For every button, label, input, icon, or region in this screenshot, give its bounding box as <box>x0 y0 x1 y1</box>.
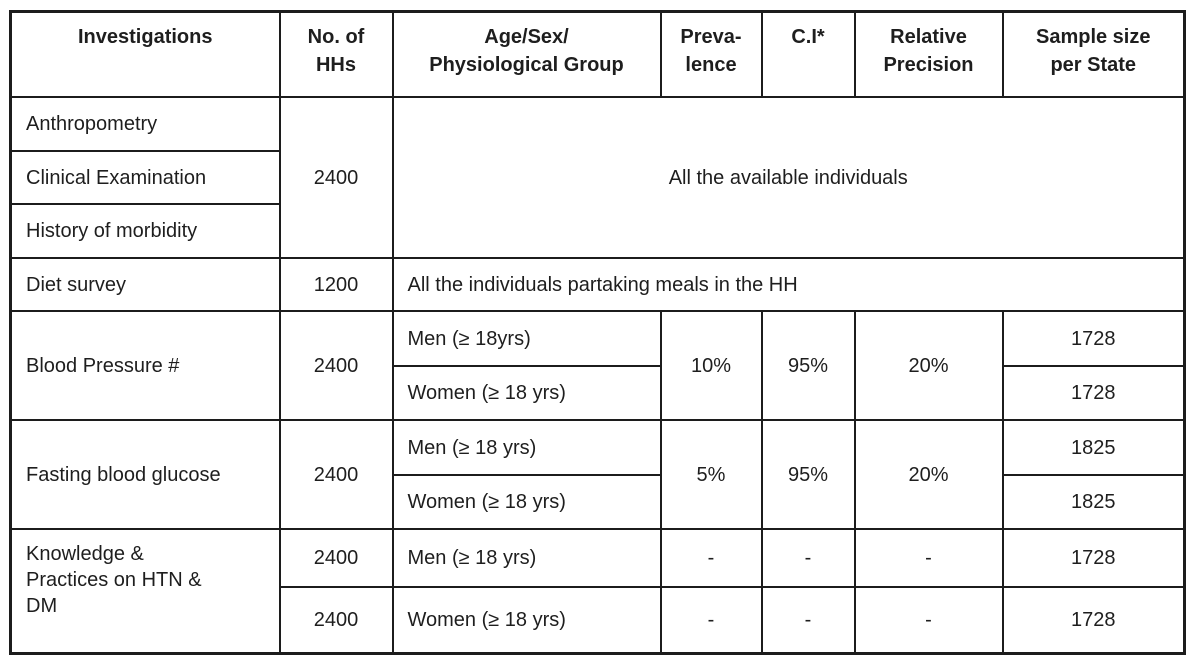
cell-clinical-examination: Clinical Examination <box>9 149 281 206</box>
cell-kp-ci-men: - <box>760 528 856 588</box>
cell-fbg-group-women: Women (≥ 18 yrs) <box>391 473 662 531</box>
cell-fbg-sample-women: 1825 <box>1001 473 1186 531</box>
document-page: Investigations No. of HHs Age/Sex/ Physi… <box>0 10 1193 665</box>
cell-fbg-relative-precision: 20% <box>853 419 1004 531</box>
cell-kp-ci-women: - <box>760 585 856 655</box>
cell-fbg-group-men: Men (≥ 18 yrs) <box>391 419 662 476</box>
row-fasting-glucose-women: Women (≥ 18 yrs) 1825 <box>11 473 1186 531</box>
cell-blood-pressure: Blood Pressure # <box>9 310 281 422</box>
row-knowledge-practices-men: Knowledge & Practices on HTN & DM 2400 M… <box>9 528 1186 655</box>
cell-kp-sample-women: 1728 <box>1001 585 1186 655</box>
cell-kp-group-men: Men (≥ 18 yrs) <box>391 528 662 588</box>
header-prevalence: Preva- lence <box>659 10 763 99</box>
cell-bp-group-men: Men (≥ 18yrs) <box>391 310 662 367</box>
row-fasting-glucose-men: Fasting blood glucose 2400 Men (≥ 18 yrs… <box>9 419 1186 531</box>
header-relative-precision: Relative Precision <box>853 10 1004 99</box>
cell-kp-hhs-women: 2400 <box>278 585 394 655</box>
cell-bp-sample-men: 1728 <box>1001 310 1186 367</box>
header-age-sex-group: Age/Sex/ Physiological Group <box>391 10 662 99</box>
cell-diet-survey: Diet survey <box>9 256 281 313</box>
row-blood-pressure-women: Women (≥ 18 yrs) 1728 <box>11 364 1186 422</box>
cell-kp-sample-men: 1728 <box>1001 528 1186 588</box>
row-diet-survey: Diet survey 1200 All the individuals par… <box>9 256 1186 313</box>
cell-bp-sample-women: 1728 <box>1001 364 1186 422</box>
cell-knowledge-practices: Knowledge & Practices on HTN & DM <box>9 528 281 655</box>
row-anthropometry: Anthropometry 2400 All the available ind… <box>9 96 1186 259</box>
cell-bp-hhs: 2400 <box>278 310 394 422</box>
cell-kp-group-women: Women (≥ 18 yrs) <box>391 585 662 655</box>
cell-fbg-hhs: 2400 <box>278 419 394 531</box>
cell-kp-prevalence-women: - <box>659 585 763 655</box>
cell-anthropometry: Anthropometry <box>9 96 281 152</box>
row-knowledge-practices-women: 2400 Women (≥ 18 yrs) - - - 1728 <box>11 585 1186 655</box>
cell-bp-prevalence: 10% <box>659 310 763 422</box>
cell-fbg-ci: 95% <box>760 419 856 531</box>
header-row: Investigations No. of HHs Age/Sex/ Physi… <box>9 10 1186 99</box>
cell-kp-relative-precision-men: - <box>853 528 1004 588</box>
row-history-of-morbidity: History of morbidity <box>9 203 1185 259</box>
header-investigations: Investigations <box>9 10 281 99</box>
header-no-of-hhs: No. of HHs <box>278 10 394 99</box>
cell-bp-group-women: Women (≥ 18 yrs) <box>391 364 662 422</box>
cell-fbg-prevalence: 5% <box>659 419 763 531</box>
cell-history-of-morbidity: History of morbidity <box>9 203 281 259</box>
cell-fasting-glucose: Fasting blood glucose <box>9 419 281 531</box>
cell-diet-note: All the individuals partaking meals in t… <box>391 256 1186 313</box>
survey-sampling-table: Investigations No. of HHs Age/Sex/ Physi… <box>9 10 1186 655</box>
cell-group1-note: All the available individuals <box>391 96 1186 259</box>
cell-bp-relative-precision: 20% <box>853 310 1004 422</box>
cell-fbg-sample-men: 1825 <box>1001 419 1186 476</box>
cell-diet-hhs: 1200 <box>278 256 394 313</box>
cell-bp-ci: 95% <box>760 310 856 422</box>
cell-kp-relative-precision-women: - <box>853 585 1004 655</box>
cell-kp-prevalence-men: - <box>659 528 763 588</box>
cell-kp-hhs-men: 2400 <box>278 528 394 588</box>
header-sample-size: Sample size per State <box>1001 10 1186 99</box>
row-blood-pressure-men: Blood Pressure # 2400 Men (≥ 18yrs) 10% … <box>9 310 1186 422</box>
cell-group1-hhs: 2400 <box>278 96 394 259</box>
header-ci: C.I* <box>760 10 856 99</box>
row-clinical-examination: Clinical Examination <box>9 149 1185 206</box>
